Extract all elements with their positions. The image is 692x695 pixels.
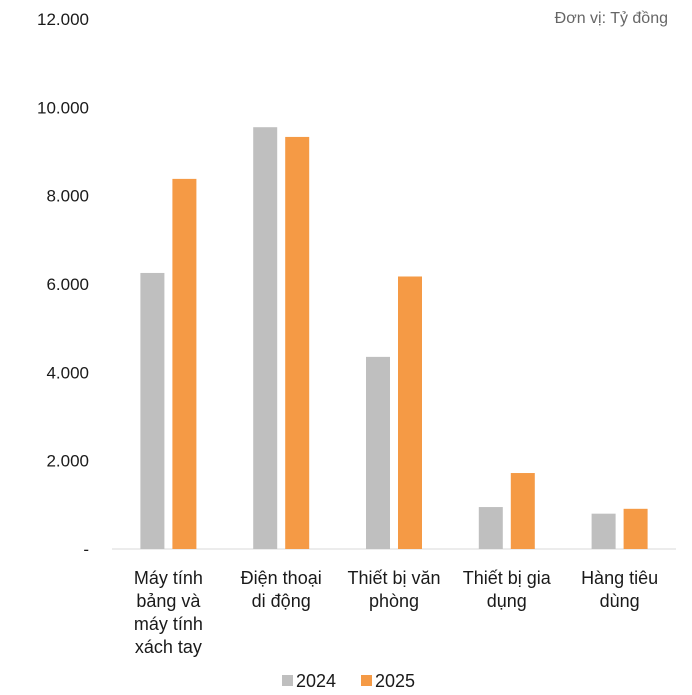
- bar-2024-4: [591, 513, 616, 549]
- y-tick-label: 4.000: [46, 363, 89, 382]
- legend-label-2025: 2025: [375, 671, 415, 691]
- y-tick-label: 10.000: [37, 98, 89, 117]
- legend: 2024 2025: [282, 671, 415, 691]
- y-axis-ticks: - 2.000 4.000 6.000 8.000 10.000 12.000: [37, 10, 89, 559]
- legend-swatch-2025: [361, 675, 372, 686]
- bar-2024-0: [140, 272, 165, 549]
- category-label: Điện thoại di động: [241, 568, 322, 611]
- bar-2025-3: [510, 473, 535, 549]
- bar-2024-3: [478, 507, 503, 549]
- y-tick-label: -: [83, 540, 89, 559]
- unit-note: Đơn vị: Tỷ đồng: [555, 10, 668, 27]
- bar-2024-1: [253, 127, 278, 549]
- y-tick-label: 12.000: [37, 10, 89, 29]
- bar-2025-0: [172, 178, 197, 549]
- category-labels: Máy tính bảng và máy tính xách tay Điện thoạ…: [134, 568, 658, 657]
- y-tick-label: 6.000: [46, 275, 89, 294]
- bar-2025-2: [398, 276, 422, 549]
- y-tick-label: 8.000: [46, 187, 89, 206]
- bar-2025-4: [623, 508, 648, 549]
- bars: [140, 127, 648, 550]
- category-label: Thiết bị văn phòng: [347, 568, 440, 611]
- bar-2024-2: [366, 356, 390, 549]
- category-label: Máy tính bảng và máy tính xách tay: [134, 568, 203, 657]
- legend-label-2024: 2024: [296, 671, 336, 691]
- legend-swatch-2024: [282, 675, 293, 686]
- category-label: Hàng tiêu dùng: [581, 568, 658, 611]
- category-label: Thiết bị gia dụng: [463, 568, 552, 611]
- bar-2025-1: [285, 136, 310, 550]
- y-tick-label: 2.000: [46, 452, 89, 471]
